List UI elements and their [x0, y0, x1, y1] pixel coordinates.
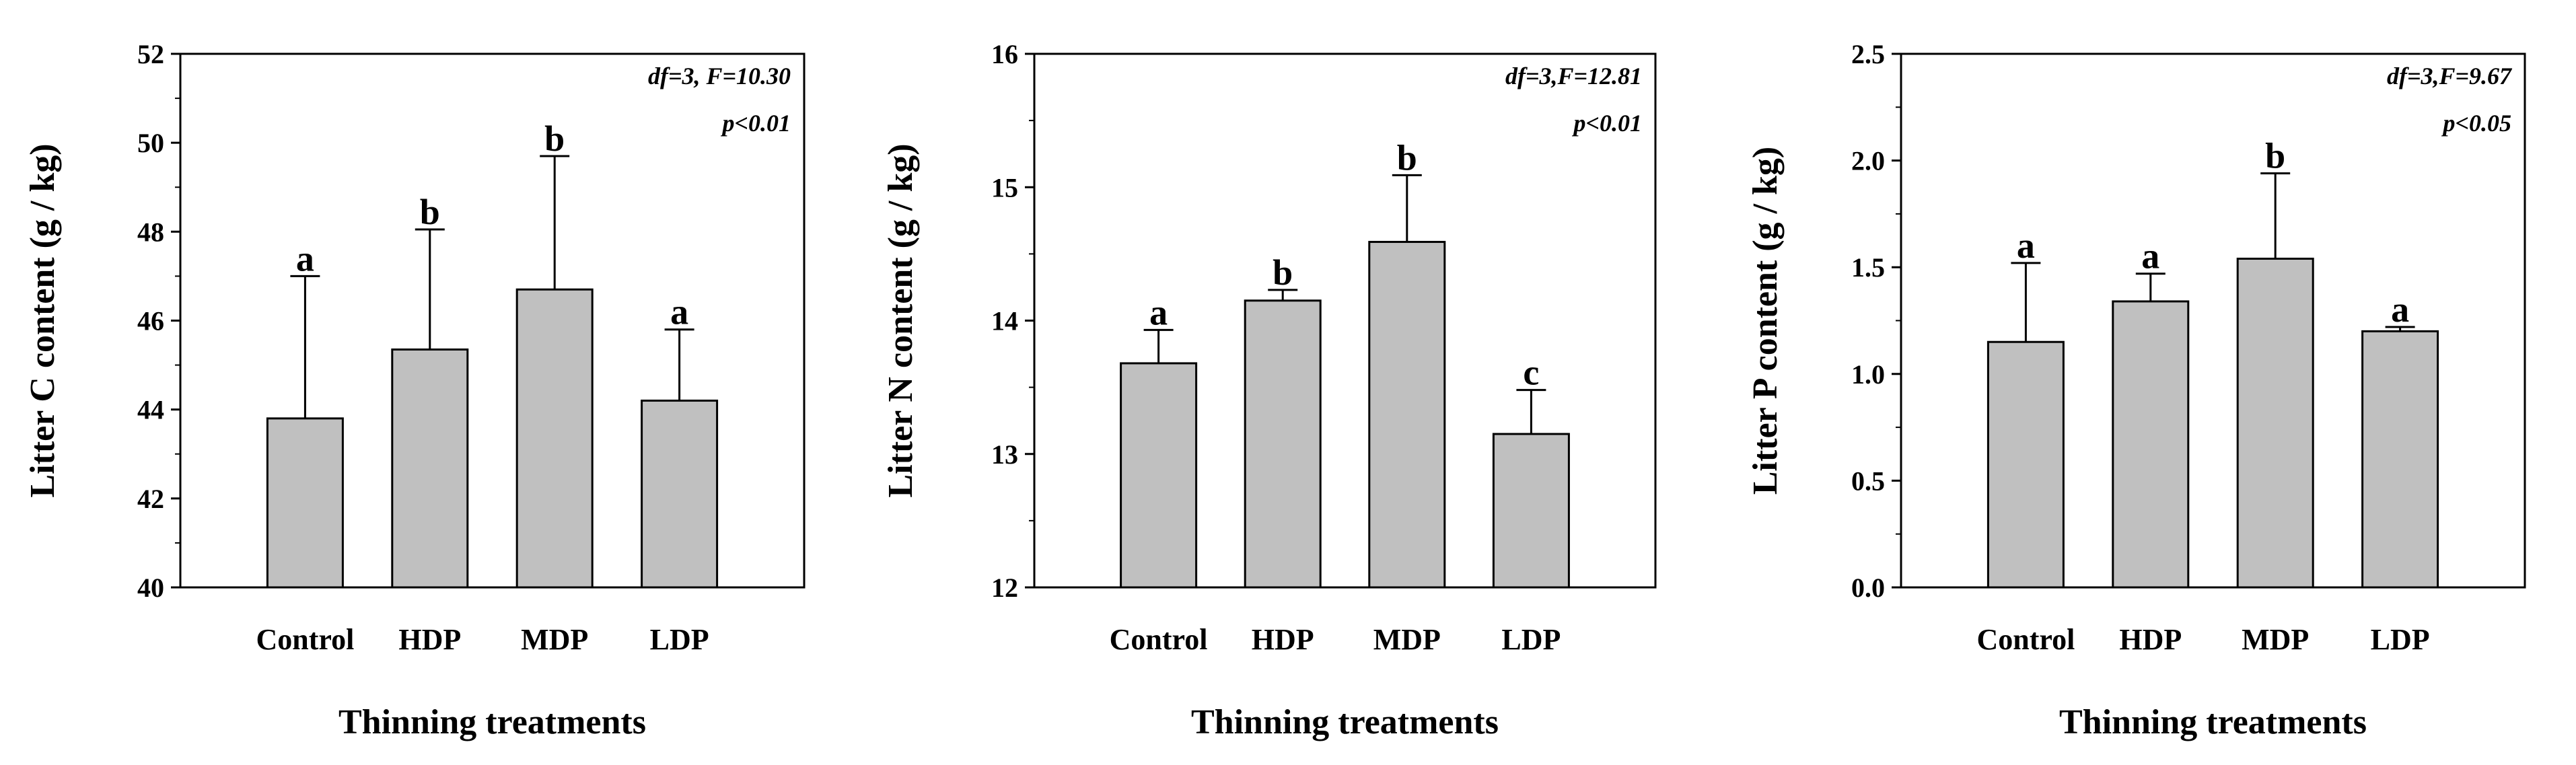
- stat-annotation: df=3,F=12.81: [1505, 63, 1642, 89]
- category-label: Control: [1976, 623, 2075, 656]
- significance-letter: b: [1273, 252, 1293, 293]
- category-label: HDP: [2119, 623, 2182, 656]
- x-axis-title: Thinning treatments: [1191, 703, 1499, 741]
- y-tick-label: 14: [991, 306, 1018, 336]
- y-tick-label: 40: [137, 573, 164, 603]
- y-tick-label: 1.5: [1851, 252, 1885, 283]
- y-tick-label: 2.0: [1851, 146, 1885, 176]
- significance-letter: b: [1397, 137, 1417, 178]
- category-label: HDP: [398, 623, 461, 656]
- chart-panel-3: a Control a HDP b MDP a LDP 0.0 0.5 1.0 1.5 2.0 2.5 Th…: [1746, 39, 2526, 741]
- bar: [2236, 258, 2314, 589]
- category-label: MDP: [1373, 623, 1441, 656]
- y-tick-label: 2.5: [1851, 39, 1885, 69]
- y-tick-label: 46: [137, 306, 164, 336]
- stat-annotation: p<0.01: [1571, 110, 1642, 137]
- bar: [1120, 362, 1198, 589]
- y-tick-label: 0.5: [1851, 466, 1885, 496]
- y-tick-label: 48: [137, 217, 164, 247]
- x-axis-title: Thinning treatments: [2059, 703, 2367, 741]
- significance-letter: a: [670, 292, 688, 332]
- y-tick-label: 15: [991, 172, 1018, 203]
- stat-annotation: df=3, F=10.30: [648, 63, 791, 89]
- category-label: Control: [256, 623, 354, 656]
- bar: [2361, 330, 2439, 589]
- bar: [1987, 340, 2065, 589]
- stat-annotation: df=3,F=9.67: [2387, 63, 2513, 89]
- category-label: LDP: [2371, 623, 2430, 656]
- significance-letter: c: [1523, 353, 1539, 393]
- bar: [515, 288, 594, 589]
- significance-letter: a: [2141, 236, 2159, 277]
- y-tick-label: 16: [991, 39, 1018, 69]
- y-axis-title: Litter C content (g / kg): [24, 143, 62, 497]
- significance-letter: a: [2017, 225, 2035, 266]
- y-tick-label: 0.0: [1851, 573, 1885, 603]
- y-axis-title: Litter P content (g / kg): [1746, 147, 1785, 495]
- bar: [641, 399, 719, 589]
- x-axis-title: Thinning treatments: [338, 703, 646, 741]
- y-tick-label: 1.0: [1851, 359, 1885, 390]
- y-tick-label: 52: [137, 39, 164, 69]
- chart-panel-1: a Control b HDP b MDP a LDP 40 42 44 46 48 50 52 Thinni…: [24, 39, 806, 741]
- significance-letter: b: [544, 118, 565, 159]
- bar: [1244, 299, 1322, 589]
- y-tick-label: 12: [991, 573, 1018, 603]
- bar: [2112, 300, 2190, 589]
- significance-letter: a: [296, 238, 314, 279]
- y-tick-label: 50: [137, 128, 164, 158]
- stat-annotation: p<0.01: [720, 110, 791, 137]
- bar: [1368, 241, 1446, 589]
- category-label: LDP: [650, 623, 709, 656]
- category-label: HDP: [1252, 623, 1314, 656]
- y-tick-label: 13: [991, 439, 1018, 470]
- bar: [1492, 433, 1570, 589]
- category-label: MDP: [2242, 623, 2309, 656]
- y-tick-label: 42: [137, 484, 164, 514]
- bar: [391, 348, 469, 589]
- category-label: LDP: [1501, 623, 1561, 656]
- category-label: Control: [1110, 623, 1208, 656]
- bar: [266, 417, 344, 589]
- category-label: MDP: [521, 623, 588, 656]
- chart-panel-2: a Control b HDP b MDP c LDP 12 13 14 15 16 Thinning t…: [882, 39, 1657, 741]
- significance-letter: b: [2265, 136, 2285, 176]
- y-tick-label: 44: [137, 395, 164, 425]
- y-axis-title: Litter N content (g / kg): [882, 143, 920, 497]
- significance-letter: a: [2391, 289, 2409, 330]
- significance-letter: b: [420, 192, 440, 232]
- stat-annotation: p<0.05: [2441, 110, 2511, 137]
- significance-letter: a: [1149, 292, 1168, 332]
